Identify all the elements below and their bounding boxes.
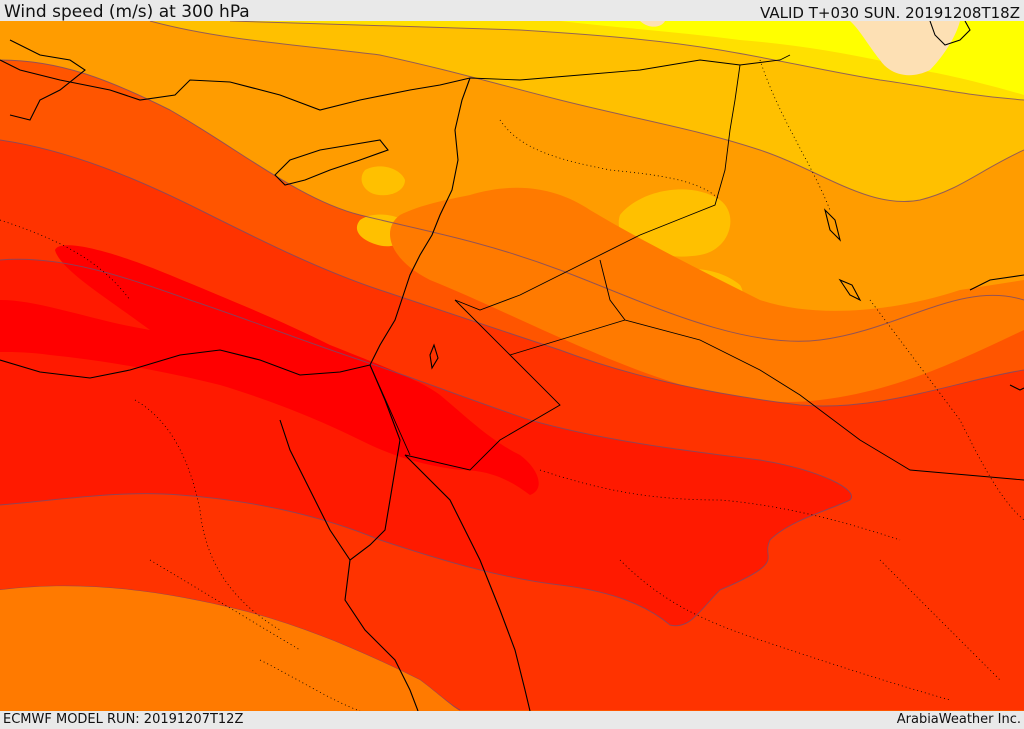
map-footer: ECMWF MODEL RUN: 20191207T12Z ArabiaWeat… <box>0 711 1024 729</box>
amber-blob-4 <box>361 166 405 196</box>
band-pale <box>850 21 960 76</box>
band-orange-south <box>0 586 460 711</box>
coastlines <box>0 21 1024 711</box>
valid-time: VALID T+030 SUN. 20191208T18Z <box>760 4 1020 22</box>
model-run: ECMWF MODEL RUN: 20191207T12Z <box>3 712 244 727</box>
map-header: Wind speed (m/s) at 300 hPa VALID T+030 … <box>0 0 1024 22</box>
admin-borders <box>0 59 1024 711</box>
wind-speed-map[interactable] <box>0 21 1024 711</box>
band-pale-small <box>640 21 665 27</box>
borders <box>369 54 1024 481</box>
band-core <box>0 245 539 495</box>
band-orange <box>390 187 1024 402</box>
amber-blob-1 <box>618 189 731 257</box>
map-title: Wind speed (m/s) at 300 hPa <box>4 2 250 22</box>
credit: ArabiaWeather Inc. <box>896 712 1021 727</box>
